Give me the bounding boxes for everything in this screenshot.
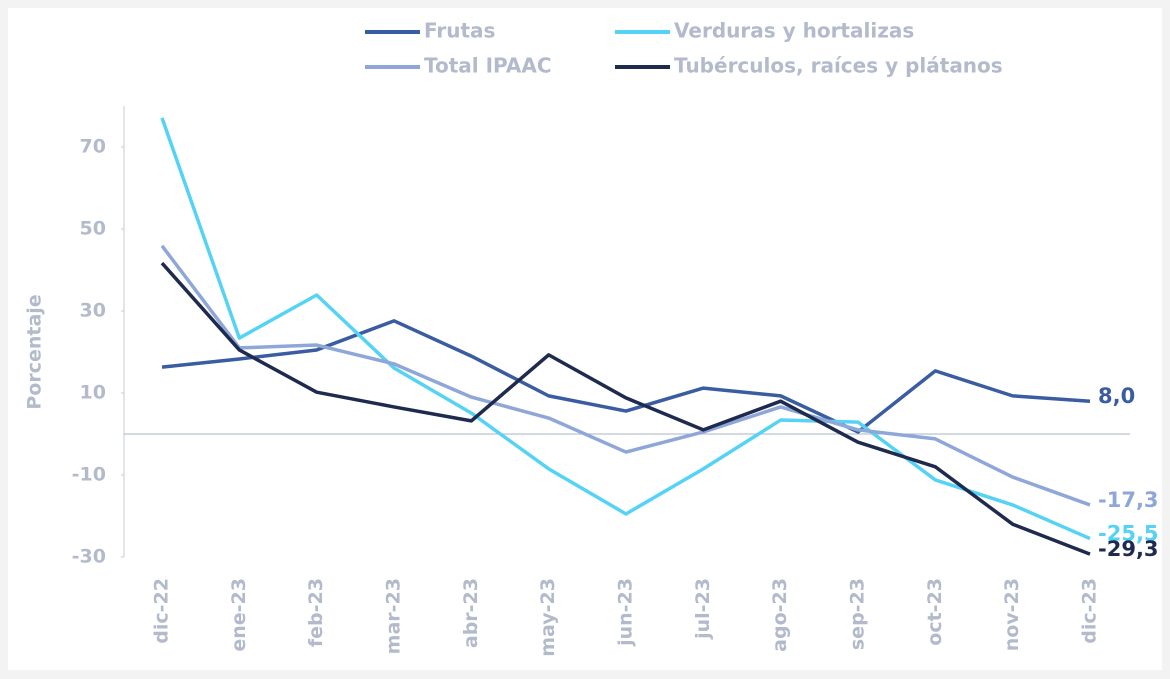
x-tick-label: may-23 — [537, 578, 559, 657]
y-axis-label: Porcentaje — [24, 294, 46, 409]
y-tick-label: 30 — [80, 300, 106, 322]
y-tick-label: 70 — [80, 136, 106, 158]
x-tick-label: ago-23 — [769, 578, 791, 652]
x-tick-label: ene-23 — [228, 578, 250, 652]
series-line — [160, 244, 1091, 507]
x-tick-label: nov-23 — [1001, 578, 1023, 651]
x-tick-label: sep-23 — [847, 578, 869, 650]
legend-label: Verduras y hortalizas — [674, 19, 914, 43]
x-tick-label: feb-23 — [305, 578, 327, 647]
legend-label: Frutas — [424, 19, 495, 43]
data-label: -29,3 — [1098, 537, 1159, 561]
data-label: 8,0 — [1098, 384, 1135, 408]
series-line — [160, 261, 1091, 556]
x-tick-label: abr-23 — [460, 578, 482, 648]
data-label: -25,5 — [1098, 522, 1159, 546]
legend-label: Total IPAAC — [424, 54, 552, 78]
x-tick-label: dic-23 — [1079, 578, 1101, 644]
y-tick-label: -30 — [72, 546, 106, 568]
series-line — [160, 117, 1091, 541]
data-label: -17,3 — [1098, 488, 1159, 512]
x-tick-label: jun-23 — [615, 578, 637, 647]
y-tick-label: 50 — [80, 218, 106, 240]
x-tick-label: jul-23 — [692, 578, 714, 640]
panel — [8, 8, 1162, 670]
y-tick-label: -10 — [72, 464, 106, 486]
x-tick-label: mar-23 — [383, 578, 405, 654]
y-tick-label: 10 — [80, 382, 106, 404]
series-line — [161, 319, 1091, 434]
legend-label: Tubérculos, raíces y plátanos — [674, 54, 1003, 78]
x-tick-label: oct-23 — [924, 578, 946, 646]
x-tick-label: dic-22 — [151, 578, 173, 644]
